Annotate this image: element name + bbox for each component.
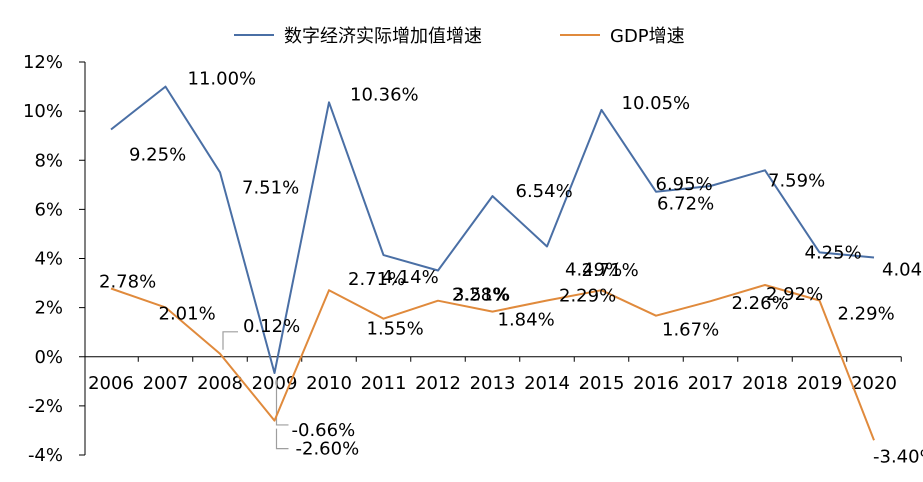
x-tick-label: 2008 (197, 373, 243, 394)
leader-line (222, 331, 238, 350)
x-tick-label: 2018 (742, 373, 788, 394)
x-tick-label: 2010 (306, 373, 352, 394)
data-label: 9.25% (129, 145, 186, 166)
x-tick-label: 2015 (579, 373, 625, 394)
data-label: 4.49% (565, 259, 622, 280)
data-label: 6.54% (516, 181, 573, 202)
x-tick-label: 2016 (633, 373, 679, 394)
label-leaders (222, 331, 289, 450)
data-label: 2.01% (159, 303, 216, 324)
legend-label-2: GDP增速 (610, 26, 685, 47)
data-label: -3.40% (873, 446, 923, 467)
data-label: 2.92% (766, 284, 823, 305)
data-label: 10.05% (622, 93, 691, 114)
x-tick-label: 2019 (797, 373, 843, 394)
data-label: 4.04% (882, 260, 923, 281)
y-tick-label: 10% (23, 101, 63, 122)
y-tick-label: 4% (34, 249, 63, 270)
y-tick-label: -4% (28, 445, 63, 466)
data-label: 4.14% (382, 267, 439, 288)
x-tick-label: 2009 (252, 373, 298, 394)
x-tick-label: 2006 (88, 373, 134, 394)
data-label: 2.26% (732, 293, 789, 314)
data-label: 3.51% (453, 285, 510, 306)
x-tick-label: 2014 (524, 373, 570, 394)
data-label: 6.95% (656, 174, 713, 195)
data-label: 7.59% (768, 170, 825, 191)
data-label: 2.29% (838, 304, 895, 325)
data-label: 11.00% (188, 69, 257, 90)
x-tick-label: 2020 (851, 373, 897, 394)
x-tick-label: 2007 (143, 373, 189, 394)
data-label: 2.28% (452, 285, 509, 306)
y-tick-label: -2% (28, 396, 63, 417)
data-label: 1.67% (662, 320, 719, 341)
axes: -4% -2% 0% 2% 4% 6% 8% 10% 12% 2006 2007 2008 2009 20… (23, 52, 902, 466)
x-tick-label: 2011 (361, 373, 407, 394)
x-tick-label: 2017 (688, 373, 734, 394)
data-label: 6.72% (657, 194, 714, 215)
data-label: 2.29% (559, 286, 616, 307)
data-label: -2.60% (296, 439, 360, 460)
data-label: 2.71% (582, 260, 639, 281)
x-tick-label: 2013 (470, 373, 516, 394)
y-tick-label: 0% (34, 347, 63, 368)
legend: 数字经济实际增加值增速 GDP增速 (234, 26, 685, 47)
data-label: 4.25% (805, 242, 862, 263)
leader-line (275, 378, 289, 426)
data-label: 0.12% (243, 316, 300, 337)
y-tick-label: 12% (23, 52, 63, 73)
y-tick-label: 8% (34, 150, 63, 171)
series-lines (110, 85, 875, 441)
data-label: 2.78% (99, 271, 156, 292)
data-label: 10.36% (350, 84, 419, 105)
series-line-1 (110, 85, 875, 374)
legend-label-1: 数字经济实际增加值增速 (284, 26, 482, 47)
y-tick-label: 6% (34, 199, 63, 220)
data-label: 7.51% (242, 177, 299, 198)
series-line-2 (110, 284, 875, 441)
data-labels: 9.25% 11.00% 7.51% -0.66% 10.36% 4.14% 3.51% 6.… (99, 69, 923, 468)
x-tick-label: 2012 (415, 373, 461, 394)
leader-line (275, 428, 289, 450)
y-tick-label: 2% (34, 298, 63, 319)
data-label: -0.66% (292, 420, 356, 441)
data-label: 1.55% (367, 319, 424, 340)
data-label: 2.71% (348, 269, 405, 290)
data-label: 1.84% (498, 310, 555, 331)
